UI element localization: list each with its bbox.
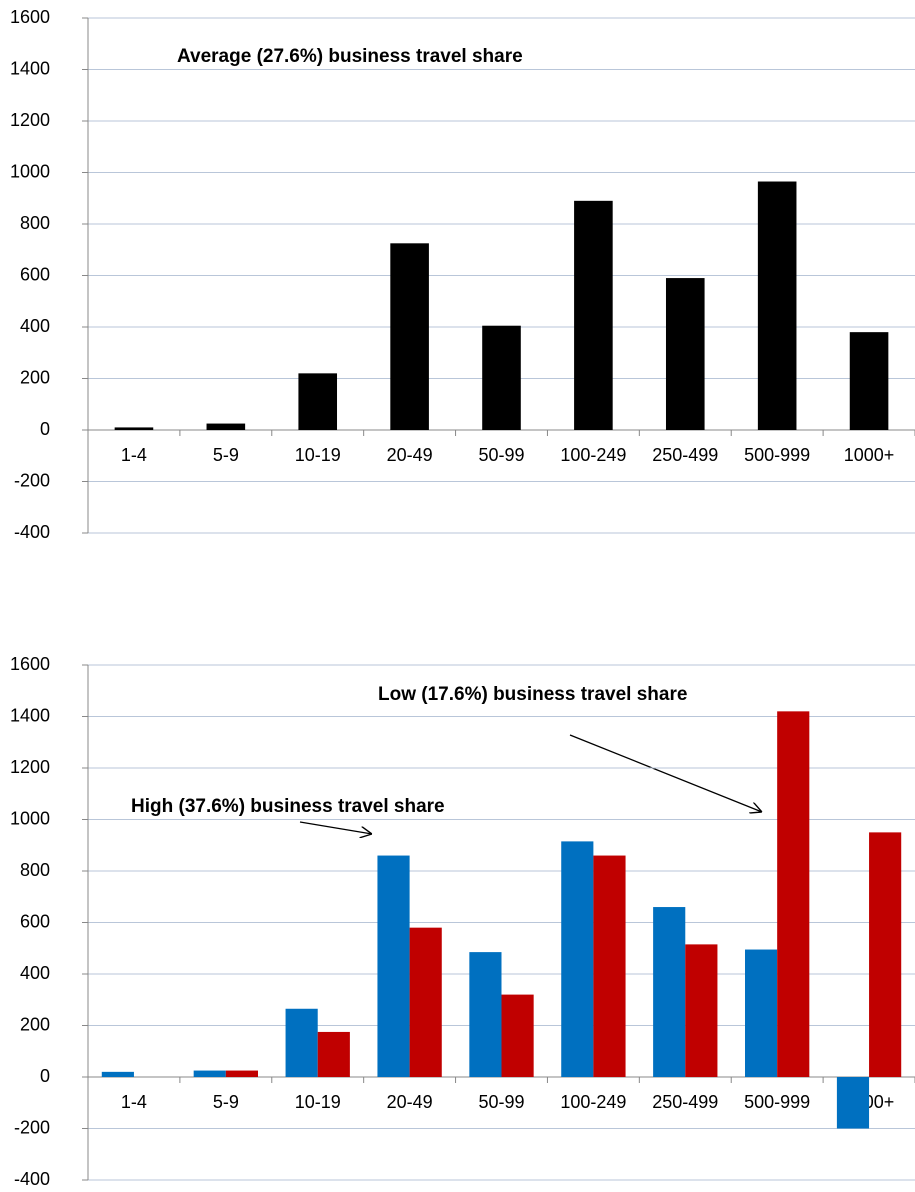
bar — [317, 1031, 350, 1077]
y-tick-label: 1000 — [10, 808, 50, 828]
x-tick-label: 5-9 — [213, 445, 239, 465]
x-tick-label: 50-99 — [478, 445, 524, 465]
bar — [665, 278, 705, 430]
y-tick-label: 1600 — [10, 7, 50, 27]
x-tick-label: 500-999 — [744, 445, 810, 465]
bar — [377, 855, 410, 1077]
annotation: Average (27.6%) business travel share — [177, 46, 523, 67]
y-tick-label: 800 — [20, 860, 50, 880]
y-tick-label: -200 — [14, 1117, 50, 1137]
bar — [101, 1071, 134, 1077]
y-tick-label: 0 — [40, 419, 50, 439]
x-tick-label: 250-499 — [652, 445, 718, 465]
bar — [653, 907, 686, 1077]
annotation: Low (17.6%) business travel share — [378, 684, 687, 705]
x-tick-label: 1-4 — [121, 1092, 147, 1112]
x-tick-label: 250-499 — [652, 1092, 718, 1112]
x-tick-label: 20-49 — [387, 445, 433, 465]
bar — [482, 325, 521, 430]
bar — [501, 994, 534, 1077]
y-tick-label: -200 — [14, 470, 50, 490]
bar — [593, 855, 626, 1077]
y-tick-label: 200 — [20, 1014, 50, 1034]
x-tick-label: 20-49 — [387, 1092, 433, 1112]
arrow — [569, 734, 762, 812]
bar — [685, 944, 718, 1077]
y-tick-label: 1400 — [10, 58, 50, 78]
bar — [777, 711, 810, 1077]
x-tick-label: 1-4 — [121, 445, 147, 465]
y-tick-label: 800 — [20, 213, 50, 233]
bar — [745, 949, 778, 1077]
y-tick-label: -400 — [14, 522, 50, 542]
bar — [849, 332, 889, 430]
bar — [390, 243, 429, 430]
y-tick-label: 600 — [20, 911, 50, 931]
y-tick-label: 200 — [20, 367, 50, 387]
bar — [285, 1008, 318, 1077]
x-tick-label: 100-249 — [560, 445, 626, 465]
bar — [869, 832, 902, 1077]
bar — [225, 1070, 258, 1077]
y-tick-label: 600 — [20, 264, 50, 284]
y-tick-label: 1200 — [10, 757, 50, 777]
x-tick-label: 1000+ — [844, 445, 895, 465]
bar — [561, 841, 594, 1077]
y-tick-label: 1600 — [10, 654, 50, 674]
arrow — [299, 821, 372, 834]
y-tick-label: 400 — [20, 316, 50, 336]
x-tick-label: 5-9 — [213, 1092, 239, 1112]
bar — [114, 427, 154, 430]
x-tick-label: 10-19 — [295, 1092, 341, 1112]
x-tick-label: 500-999 — [744, 1092, 810, 1112]
bar — [409, 927, 442, 1077]
bar — [206, 423, 246, 430]
x-tick-label: 100-249 — [560, 1092, 626, 1112]
y-tick-label: 1400 — [10, 705, 50, 725]
y-tick-label: -400 — [14, 1169, 50, 1189]
y-tick-label: 0 — [40, 1066, 50, 1086]
y-tick-label: 400 — [20, 963, 50, 983]
bar — [469, 952, 502, 1077]
bar — [757, 181, 797, 430]
annotation: High (37.6%) business travel share — [131, 796, 445, 817]
bar — [193, 1070, 226, 1077]
bar — [298, 373, 338, 430]
y-tick-label: 1200 — [10, 110, 50, 130]
x-tick-label: 10-19 — [295, 445, 341, 465]
bar — [836, 1077, 870, 1129]
x-tick-label: 50-99 — [478, 1092, 524, 1112]
y-tick-label: 1000 — [10, 161, 50, 181]
bar — [574, 200, 613, 430]
